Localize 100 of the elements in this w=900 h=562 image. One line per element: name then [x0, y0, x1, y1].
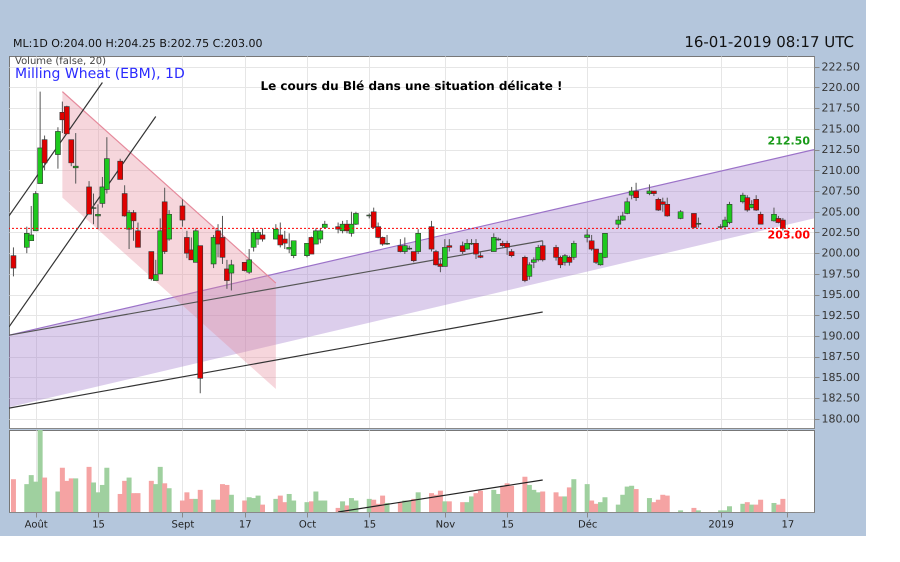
x-tick-label: 15	[501, 520, 514, 530]
text: ML:1D O:204.00 H:204.25 B:202.75 C:203.00	[13, 37, 263, 50]
candlestick	[224, 259, 230, 290]
bar	[771, 502, 776, 512]
bar	[634, 489, 639, 512]
bar	[131, 493, 136, 512]
y-tick-label: 182.50	[822, 392, 860, 405]
bar	[566, 487, 572, 512]
candlestick	[646, 184, 652, 196]
bar	[166, 488, 172, 512]
bar	[446, 501, 452, 512]
candlestick	[117, 158, 123, 180]
bar	[651, 502, 656, 512]
bar	[646, 498, 652, 512]
candlestick	[633, 182, 639, 202]
candlestick	[691, 212, 697, 229]
text: Le cours du Blé dans une situation délicate !	[260, 79, 563, 93]
x-tick-label: Août	[24, 520, 48, 530]
bar	[260, 504, 266, 512]
candlestick	[464, 238, 470, 250]
candlestick	[753, 194, 759, 212]
bar	[224, 484, 230, 512]
annotation: 212.50	[768, 134, 810, 148]
bar	[246, 497, 252, 512]
bar	[589, 500, 594, 512]
candlestick	[656, 197, 662, 212]
x-tick-label: Oct	[298, 520, 316, 530]
bar	[416, 492, 421, 512]
x-tick-label: 2019	[708, 520, 734, 530]
y-tick-label: 195.00	[822, 288, 860, 302]
bar	[135, 493, 140, 512]
bar	[286, 494, 292, 512]
x-tick-label: Nov	[436, 520, 456, 530]
bar	[726, 506, 732, 512]
y-tick-label: 180.00	[822, 412, 860, 426]
y-tick-label: 187.50	[822, 350, 860, 364]
y-tick-label: 192.50	[822, 308, 860, 322]
bar	[664, 496, 670, 512]
bar	[554, 492, 559, 512]
bar	[496, 494, 501, 512]
y-tick-label: 202.50	[822, 226, 860, 239]
candlestick	[246, 248, 252, 274]
bar	[749, 504, 754, 512]
bar	[10, 479, 16, 512]
text: 16-01-2019 08:17 UTC	[684, 33, 854, 51]
y-tick-label: 200.00	[822, 246, 860, 260]
candlestick	[744, 194, 750, 212]
y-tick-label: 212.50	[822, 143, 860, 156]
bar	[162, 483, 168, 512]
x-tick-label: Sept	[172, 520, 194, 530]
bar	[322, 500, 328, 512]
x-tick-label: 15	[92, 520, 105, 530]
bar	[478, 490, 483, 512]
candlestick	[660, 197, 666, 212]
bar	[242, 500, 248, 512]
candlestick	[180, 198, 186, 228]
bar	[60, 468, 65, 512]
bar	[211, 500, 216, 512]
y-tick-label: 205.00	[822, 205, 860, 218]
y-tick-label: 215.00	[822, 122, 860, 136]
bar	[780, 498, 786, 512]
x-tick-label: 15	[363, 520, 376, 530]
bar	[28, 475, 34, 512]
bar	[584, 484, 590, 512]
bar	[540, 492, 546, 512]
candlestick	[282, 230, 288, 250]
y-tick-label: 190.00	[822, 330, 860, 343]
bar	[86, 466, 92, 512]
annotation: Volume (false, 20)	[15, 56, 106, 67]
y-tick-label: 185.00	[822, 370, 860, 384]
bar	[228, 494, 234, 512]
bar	[691, 508, 696, 512]
bar	[158, 466, 163, 512]
y-tick-label: 210.00	[822, 164, 860, 177]
bar	[624, 486, 630, 512]
text: Milling Wheat (EBM), 1D	[15, 66, 185, 82]
bar	[571, 479, 576, 512]
x-tick-label: 17	[238, 520, 252, 530]
candlestick	[678, 210, 684, 220]
bar	[91, 482, 96, 512]
bar	[42, 478, 48, 512]
bar	[313, 492, 318, 512]
y-tick-label: 197.50	[822, 267, 860, 280]
candlestick	[184, 230, 190, 259]
bar	[104, 468, 110, 512]
bar	[198, 490, 203, 512]
bar	[55, 492, 60, 512]
y-tick-label: 222.50	[822, 60, 860, 74]
candlestick	[522, 255, 528, 283]
y-tick-label: 220.00	[822, 80, 860, 94]
bar	[184, 492, 190, 512]
bar	[148, 480, 154, 512]
candlestick	[72, 132, 79, 184]
ref-line-label: 203.00	[768, 228, 810, 242]
bar	[126, 478, 132, 512]
candlestick	[10, 246, 16, 277]
candlestick	[384, 234, 390, 246]
x-tick-label: Déc	[578, 520, 598, 530]
bar	[438, 490, 443, 512]
candlestick	[771, 207, 777, 222]
